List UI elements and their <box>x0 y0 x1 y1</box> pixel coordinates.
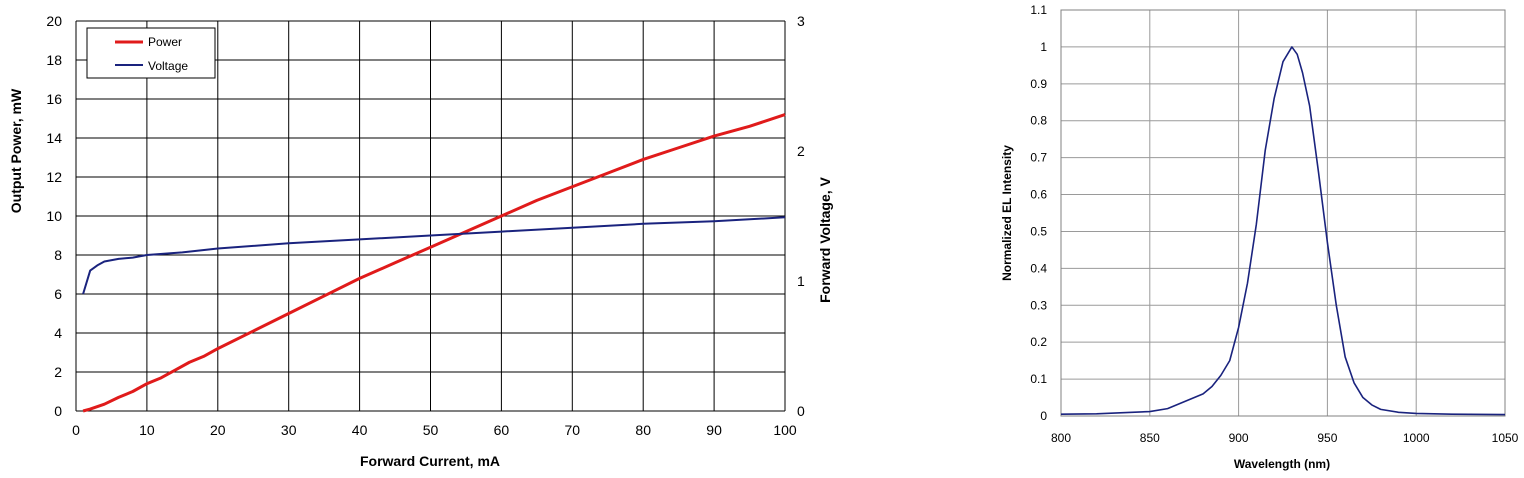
spectrum-x-tick-label: 900 <box>1229 431 1249 445</box>
legend: Power Voltage <box>86 27 216 79</box>
y-tick-label: 12 <box>46 169 62 185</box>
x-tick-label: 30 <box>281 422 297 438</box>
left-series-lines <box>82 113 786 413</box>
spectrum-y-tick-label: 0.3 <box>1030 298 1047 312</box>
legend-voltage-label: Voltage <box>148 59 188 73</box>
y-tick-label: 0 <box>54 403 62 419</box>
spectrum-y-tick-label: 0.9 <box>1030 77 1047 91</box>
el-spectrum-chart: 800 850 900 950 1000 1050 0 0.1 0.2 0.3 0.4 0.5 0.6… <box>1000 3 1519 471</box>
x-tick-label: 40 <box>352 422 368 438</box>
x-tick-label: 10 <box>139 422 155 438</box>
spectrum-x-tick-label: 850 <box>1140 431 1160 445</box>
y-tick-label: 14 <box>46 130 62 146</box>
x-axis-label: Forward Current, mA <box>360 453 500 469</box>
x-tick-label: 90 <box>706 422 722 438</box>
y2-tick-label: 2 <box>797 143 805 159</box>
voltage-series-line <box>82 216 786 295</box>
y2-tick-label: 1 <box>797 273 805 289</box>
spectrum-y-axis-label: Normalized EL Intensity <box>1000 145 1014 281</box>
power-series-line <box>82 113 786 413</box>
left-x-tick-labels: 0 10 20 30 40 50 60 70 80 90 100 <box>72 422 797 438</box>
left-y-tick-labels: 0 2 4 6 8 10 12 14 16 18 20 <box>46 13 62 419</box>
x-tick-label: 50 <box>423 422 439 438</box>
x-tick-label: 80 <box>635 422 651 438</box>
right-y-tick-labels: 0 0.1 0.2 0.3 0.4 0.5 0.6 0.7 0.8 0.9 1 1.1 <box>1030 3 1047 423</box>
x-tick-label: 100 <box>773 422 797 438</box>
spectrum-y-tick-label: 0.8 <box>1030 114 1047 128</box>
right-gridlines <box>1060 9 1506 417</box>
spectrum-y-tick-label: 0.2 <box>1030 335 1047 349</box>
spectrum-x-axis-label: Wavelength (nm) <box>1234 457 1330 471</box>
spectrum-series-line <box>1060 46 1506 416</box>
spectrum-plot-frame <box>1060 9 1506 417</box>
spectrum-x-tick-label: 1000 <box>1403 431 1430 445</box>
right-series-lines <box>1060 46 1506 416</box>
spectrum-y-tick-label: 0.7 <box>1030 151 1047 165</box>
left-y2-tick-labels: 0 1 2 3 <box>797 13 805 419</box>
spectrum-y-tick-label: 0.6 <box>1030 188 1047 202</box>
spectrum-y-tick-label: 1 <box>1040 40 1047 54</box>
y-tick-label: 10 <box>46 208 62 224</box>
spectrum-y-tick-label: 0.1 <box>1030 372 1047 386</box>
x-tick-label: 70 <box>565 422 581 438</box>
y-tick-label: 18 <box>46 52 62 68</box>
spectrum-y-tick-label: 0.5 <box>1030 224 1047 238</box>
right-x-tick-labels: 800 850 900 950 1000 1050 <box>1051 431 1519 445</box>
y2-axis-label: Forward Voltage, V <box>817 176 833 302</box>
y2-tick-label: 3 <box>797 13 805 29</box>
y2-tick-label: 0 <box>797 403 805 419</box>
legend-box <box>86 27 216 79</box>
spectrum-x-tick-label: 950 <box>1317 431 1337 445</box>
y-tick-label: 2 <box>54 364 62 380</box>
y-axis-label: Output Power, mW <box>8 88 24 213</box>
left-gridlines <box>75 20 786 412</box>
spectrum-y-tick-label: 0 <box>1040 409 1047 423</box>
y-tick-label: 20 <box>46 13 62 29</box>
y-tick-label: 16 <box>46 91 62 107</box>
spectrum-x-tick-label: 1050 <box>1492 431 1519 445</box>
y-tick-label: 8 <box>54 247 62 263</box>
legend-power-label: Power <box>148 35 182 49</box>
y-tick-label: 4 <box>54 325 62 341</box>
power-voltage-chart: 0 10 20 30 40 50 60 70 80 90 100 02468101214161820… <box>8 13 833 469</box>
spectrum-y-tick-label: 0.4 <box>1030 261 1047 275</box>
x-tick-label: 0 <box>72 422 80 438</box>
y-tick-label: 6 <box>54 286 62 302</box>
spectrum-y-tick-label: 1.1 <box>1030 3 1047 17</box>
x-tick-label: 20 <box>210 422 226 438</box>
x-tick-label: 60 <box>494 422 510 438</box>
spectrum-x-tick-label: 800 <box>1051 431 1071 445</box>
